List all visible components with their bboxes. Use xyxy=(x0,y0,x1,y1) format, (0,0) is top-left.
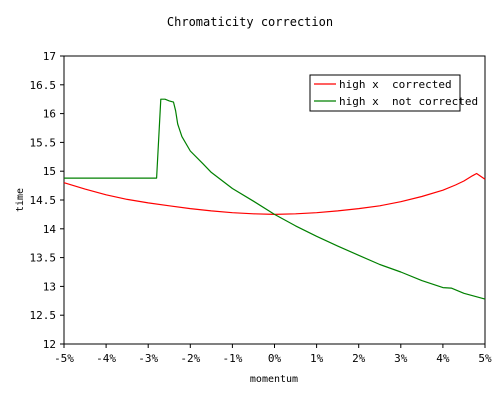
legend-label-not-corrected: high x not corrected xyxy=(339,95,478,108)
legend-box xyxy=(309,74,461,112)
y-tick-label: 14 xyxy=(43,223,57,236)
chart-title: Chromaticity correction xyxy=(167,15,333,29)
x-tick-label: 5% xyxy=(478,352,492,365)
y-tick-label: 16.5 xyxy=(30,79,57,92)
x-tick-label: 0% xyxy=(268,352,282,365)
y-tick-label: 15.5 xyxy=(30,136,57,149)
x-tick-label: 1% xyxy=(310,352,324,365)
legend-label-corrected: high x corrected xyxy=(339,78,452,91)
y-tick-label: 13.5 xyxy=(30,252,57,265)
x-tick-label: 3% xyxy=(394,352,408,365)
x-tick-label: -1% xyxy=(222,352,242,365)
y-axis-label: time xyxy=(15,188,26,212)
x-axis-label: momentum xyxy=(250,374,298,385)
y-tick-label: 13 xyxy=(43,280,56,293)
x-tick-label: -4% xyxy=(96,352,116,365)
y-tick-label: 17 xyxy=(43,50,56,63)
x-tick-label: -5% xyxy=(54,352,74,365)
x-axis: -5% -4% -3% -2% -1% 0% 1% 2% 3% 4% 5% xyxy=(54,344,492,365)
legend: high x corrected high x not corrected xyxy=(309,74,478,112)
x-tick-label: -2% xyxy=(180,352,200,365)
y-axis: 12 12.5 13 13.5 14 14.5 15 15.5 16 16.5 17 xyxy=(30,50,64,351)
series-line-not-corrected xyxy=(64,98,486,300)
y-tick-label: 12 xyxy=(43,338,56,351)
y-tick-label: 14.5 xyxy=(30,194,57,207)
y-tick-label: 16 xyxy=(43,108,56,121)
y-tick-label: 15 xyxy=(43,165,56,178)
x-tick-label: 4% xyxy=(436,352,450,365)
series-line-corrected xyxy=(63,172,486,215)
x-tick-label: 2% xyxy=(352,352,366,365)
x-tick-label: -3% xyxy=(138,352,158,365)
y-tick-label: 12.5 xyxy=(30,309,57,322)
series-layer xyxy=(63,98,486,300)
